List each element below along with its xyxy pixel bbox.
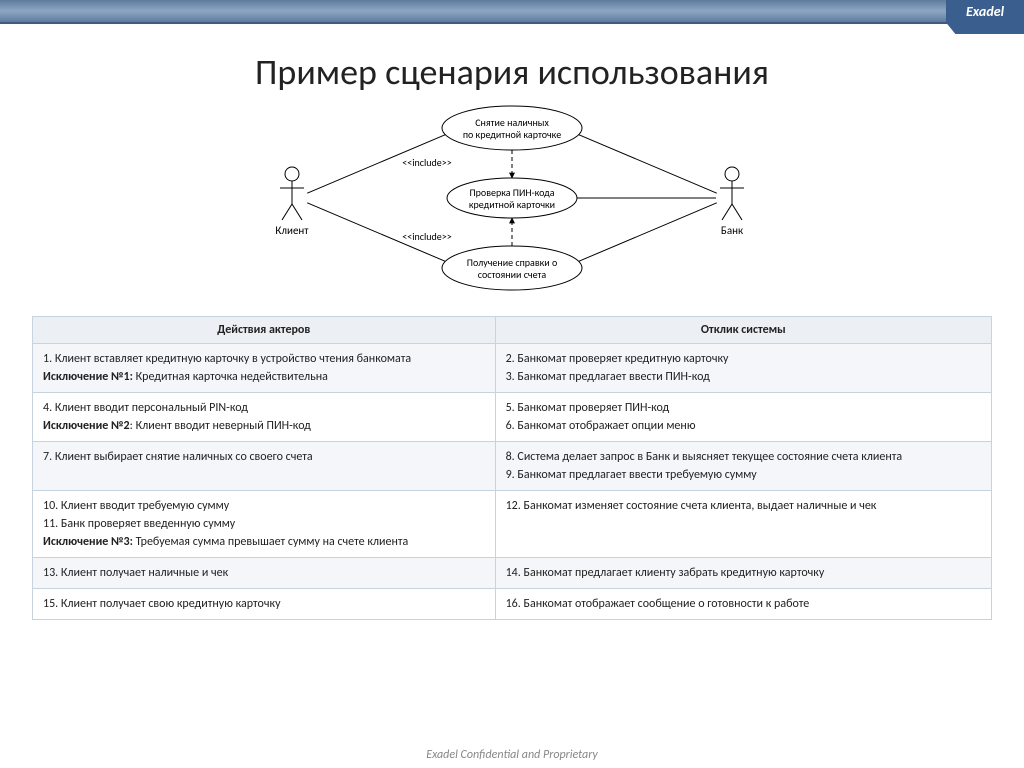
page-title: Пример сценария использования <box>0 50 1024 94</box>
table-row: 15. Клиент получает свою кредитную карто… <box>33 589 992 620</box>
scenario-table: Действия актеров Отклик системы 1. Клиен… <box>32 316 992 620</box>
cell-system: 8. Система делает запрос в Банк и выясня… <box>495 442 991 491</box>
svg-text:кредитной карточки: кредитной карточки <box>469 198 555 211</box>
svg-text:<<include>>: <<include>> <box>402 156 451 169</box>
cell-actors: 1. Клиент вставляет кредитную карточку в… <box>33 344 496 393</box>
cell-actors: 7. Клиент выбирает снятие наличных со св… <box>33 442 496 491</box>
header-bar: Exadel <box>0 0 1024 24</box>
col-header-system: Отклик системы <box>495 317 991 344</box>
cell-actors: 4. Клиент вводит персональный PIN-кодИск… <box>33 393 496 442</box>
cell-system: 5. Банкомат проверяет ПИН-код6. Банкомат… <box>495 393 991 442</box>
svg-text:Банк: Банк <box>721 224 743 237</box>
use-case-diagram: <<include>><<include>>Снятие наличныхпо … <box>232 98 792 298</box>
cell-system: 14. Банкомат предлагает клиенту забрать … <box>495 558 991 589</box>
col-header-actors: Действия актеров <box>33 317 496 344</box>
svg-text:Клиент: Клиент <box>275 224 309 237</box>
table-row: 4. Клиент вводит персональный PIN-кодИск… <box>33 393 992 442</box>
footer-text: Exadel Confidential and Proprietary <box>0 748 1024 762</box>
table-row: 7. Клиент выбирает снятие наличных со св… <box>33 442 992 491</box>
cell-system: 2. Банкомат проверяет кредитную карточку… <box>495 344 991 393</box>
table-row: 10. Клиент вводит требуемую сумму11. Бан… <box>33 491 992 558</box>
svg-text:по кредитной карточке: по кредитной карточке <box>463 128 561 141</box>
brand-logo: Exadel <box>946 0 1024 34</box>
table-row: 1. Клиент вставляет кредитную карточку в… <box>33 344 992 393</box>
cell-system: 16. Банкомат отображает сообщение о гото… <box>495 589 991 620</box>
cell-actors: 10. Клиент вводит требуемую сумму11. Бан… <box>33 491 496 558</box>
cell-actors: 13. Клиент получает наличные и чек <box>33 558 496 589</box>
svg-text:<<include>>: <<include>> <box>402 230 451 243</box>
cell-actors: 15. Клиент получает свою кредитную карто… <box>33 589 496 620</box>
diagram-svg: <<include>><<include>>Снятие наличныхпо … <box>232 98 792 298</box>
cell-system: 12. Банкомат изменяет состояние счета кл… <box>495 491 991 558</box>
table-row: 13. Клиент получает наличные и чек14. Ба… <box>33 558 992 589</box>
svg-text:состоянии счета: состоянии счета <box>478 268 547 281</box>
